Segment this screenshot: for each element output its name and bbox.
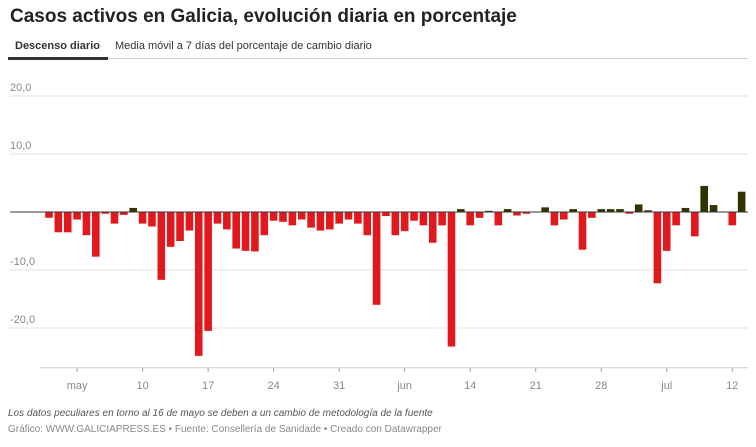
bar — [232, 212, 240, 249]
bar — [45, 212, 53, 218]
bar — [185, 212, 194, 231]
bar — [223, 212, 231, 230]
bar — [728, 212, 737, 226]
bar — [597, 209, 606, 212]
bar — [251, 212, 259, 252]
bar — [550, 212, 559, 226]
bar — [269, 212, 278, 221]
bar — [494, 212, 503, 226]
bar — [541, 207, 549, 212]
bar — [560, 212, 568, 220]
chart-title: Casos activos en Galicia, evolución diar… — [10, 6, 517, 27]
source: Gráfico: WWW.GALICIAPRESS.ES • Fuente: C… — [8, 424, 442, 435]
bar — [419, 212, 428, 226]
x-tick-label: jul — [660, 380, 672, 392]
bar — [307, 212, 315, 228]
y-tick-label: 20,0 — [10, 82, 31, 94]
bar — [110, 212, 119, 224]
bar — [672, 212, 680, 226]
bar — [344, 212, 353, 220]
bar — [382, 212, 390, 217]
bar — [569, 209, 577, 212]
bar — [138, 212, 147, 224]
bar — [447, 212, 456, 347]
bar — [73, 212, 81, 220]
tab[interactable]: Media móvil a 7 días del porcentaje de c… — [114, 40, 372, 52]
bar — [700, 185, 708, 212]
x-tick-label: 31 — [333, 380, 345, 392]
bar — [737, 191, 746, 212]
bar — [588, 212, 596, 218]
tabs: Descenso diario Media móvil a 7 días del… — [8, 38, 748, 60]
bar — [400, 212, 409, 232]
x-tick-label: 14 — [464, 380, 476, 392]
bar — [354, 212, 362, 224]
bar — [148, 212, 156, 227]
bar — [616, 209, 624, 212]
x-tick-label: 21 — [530, 380, 542, 392]
bar — [92, 212, 100, 257]
y-tick-label: -10,0 — [10, 256, 35, 268]
bar — [513, 212, 521, 216]
bar — [485, 210, 493, 212]
x-tick-label: 24 — [268, 380, 280, 392]
x-tick-label: may — [67, 380, 88, 392]
bar — [166, 212, 175, 247]
bar — [120, 212, 128, 215]
x-tick-label: 12 — [726, 380, 738, 392]
bar — [82, 212, 91, 236]
bar — [204, 212, 212, 331]
bar — [625, 212, 634, 214]
tab[interactable]: Descenso diario — [8, 38, 108, 60]
bar — [279, 212, 287, 222]
bar — [213, 212, 222, 224]
bar — [391, 212, 400, 236]
bar — [54, 212, 63, 233]
bar — [709, 205, 718, 212]
bar — [662, 212, 671, 251]
bar — [101, 212, 109, 214]
bar — [653, 212, 662, 284]
bar — [194, 212, 203, 356]
bar — [63, 212, 72, 233]
bar — [410, 212, 418, 221]
bar — [466, 212, 474, 226]
chart: 20,0 10,0 -10,0 -20,0 may 10 17 24 31 jun 14 21 28 ju… — [10, 82, 748, 392]
x-tick-label: jun — [396, 380, 412, 392]
y-tick-label: -20,0 — [10, 314, 35, 326]
bar — [157, 212, 166, 280]
bar — [176, 212, 184, 241]
bar — [326, 212, 334, 230]
bar — [681, 207, 690, 212]
bar — [363, 212, 372, 236]
x-tick-label: 28 — [595, 380, 607, 392]
bar — [288, 212, 297, 226]
bar — [578, 212, 587, 250]
bar — [503, 209, 512, 212]
bar — [335, 212, 343, 224]
x-tick-label: 10 — [136, 380, 148, 392]
bar — [522, 212, 531, 214]
bar — [316, 212, 325, 231]
x-tick-label: 17 — [202, 380, 214, 392]
bar — [475, 212, 484, 218]
y-tick-label: 10,0 — [10, 140, 31, 152]
bar — [644, 210, 652, 212]
bar — [260, 212, 269, 236]
bar — [297, 212, 306, 220]
bar — [372, 212, 381, 305]
note: Los datos peculiares en torno al 16 de m… — [8, 408, 433, 419]
bar — [457, 209, 465, 212]
bar — [129, 207, 138, 212]
bar — [438, 212, 446, 226]
bar — [691, 212, 699, 237]
bar — [428, 212, 437, 243]
bar — [241, 212, 250, 251]
bar — [634, 204, 643, 212]
bar — [606, 209, 615, 212]
